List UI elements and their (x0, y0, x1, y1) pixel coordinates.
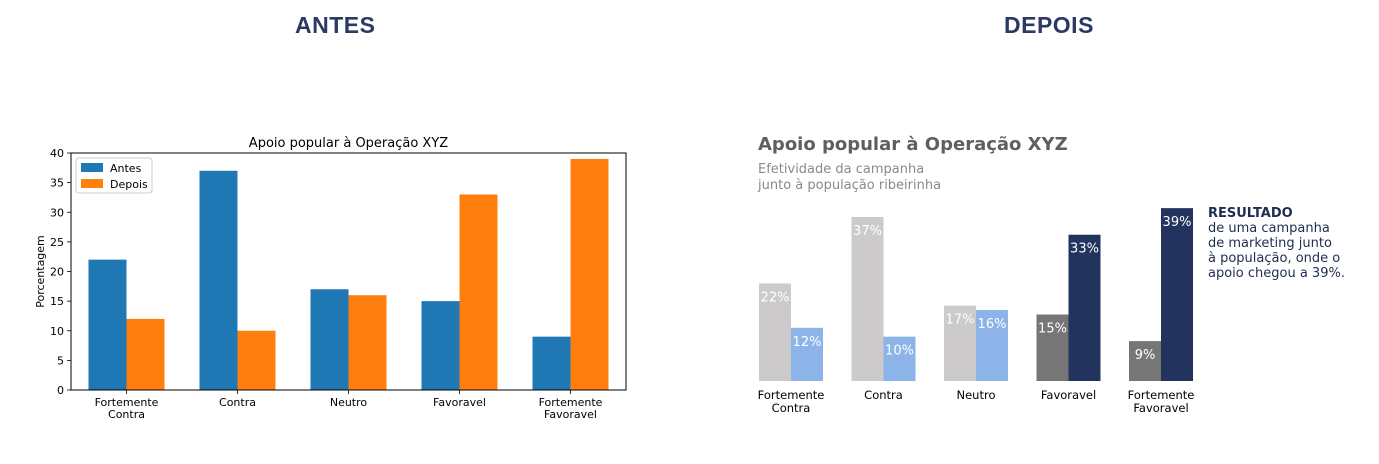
data-label: 12% (793, 335, 822, 350)
data-label: 17% (946, 313, 975, 328)
y-tick-label: 40 (50, 147, 64, 160)
x-tick-label: Neutro (330, 396, 368, 409)
x-tick-label: Favoravel (1041, 388, 1096, 402)
bar-antes (1036, 314, 1069, 381)
y-tick-label: 5 (57, 354, 64, 367)
y-tick-label: 20 (50, 266, 64, 279)
bar-antes (88, 259, 127, 390)
y-tick-label: 25 (50, 236, 64, 249)
annotation-heading: RESULTADO (1208, 206, 1293, 221)
data-label: 10% (885, 344, 914, 359)
bar-depois (459, 194, 498, 390)
bar-depois (791, 327, 823, 381)
data-label: 37% (853, 224, 882, 239)
bar-depois (126, 318, 165, 390)
annotation-line: de uma campanha (1208, 221, 1330, 236)
x-tick-label: Fortemente (758, 388, 825, 402)
annotation-line: apoio chegou a 39%. (1208, 266, 1345, 281)
bar-depois (570, 158, 609, 390)
x-tick-label: Neutro (957, 388, 996, 402)
x-tick-label: Contra (219, 396, 256, 409)
x-tick-label: Favoravel (544, 408, 597, 421)
y-tick-label: 30 (50, 206, 64, 219)
annotation-line: de marketing junto (1208, 236, 1332, 251)
bar-antes (199, 170, 238, 390)
chart-subtitle: Efetividade da campanha (758, 162, 924, 177)
data-label: 39% (1163, 215, 1192, 230)
x-tick-label: Fortemente (1128, 388, 1195, 402)
y-tick-label: 35 (50, 177, 64, 190)
annotation-line: à população, onde o (1208, 251, 1340, 266)
data-label: 9% (1135, 348, 1156, 363)
axes-frame (70, 152, 627, 391)
bar-antes (1129, 341, 1161, 381)
before-heading: ANTES (295, 12, 376, 38)
chart-title: Apoio popular à Operação XYZ (249, 136, 448, 151)
bar-depois (1068, 234, 1101, 381)
y-tick-label: 10 (50, 325, 64, 338)
data-label: 15% (1038, 322, 1067, 337)
x-tick-label: Favoravel (1133, 401, 1188, 415)
x-tick-label: Contra (108, 408, 145, 421)
y-axis-label: Porcentagem (34, 235, 47, 308)
bar-depois (976, 310, 1008, 381)
bar-antes (851, 217, 884, 381)
x-tick-label: Favoravel (433, 396, 486, 409)
legend-swatch-depois (81, 179, 103, 188)
x-tick-label: Contra (772, 401, 811, 415)
x-tick-label: Fortemente (95, 396, 159, 409)
after-heading: DEPOIS (1004, 12, 1094, 38)
before-chart: Apoio popular à Operação XYZFortementeCo… (34, 136, 627, 421)
legend-swatch-antes (81, 163, 103, 172)
chart-subtitle: junto à população ribeirinha (757, 178, 941, 193)
bar-antes (421, 301, 460, 390)
y-tick-label: 0 (57, 384, 64, 397)
y-tick-label: 15 (50, 295, 64, 308)
data-label: 33% (1070, 242, 1099, 257)
bar-antes (532, 336, 571, 390)
data-label: 16% (978, 317, 1007, 332)
bar-depois (237, 330, 276, 390)
bar-depois (348, 295, 387, 390)
bar-depois (1161, 208, 1193, 381)
bar-antes (310, 289, 349, 390)
legend-label: Depois (110, 178, 148, 191)
bar-antes (944, 305, 976, 381)
x-tick-label: Fortemente (539, 396, 603, 409)
data-label: 22% (761, 290, 790, 305)
legend-label: Antes (110, 162, 142, 175)
chart-title: Apoio popular à Operação XYZ (758, 134, 1068, 155)
bar-depois (883, 336, 916, 381)
bar-antes (759, 283, 791, 381)
x-tick-label: Contra (864, 388, 903, 402)
